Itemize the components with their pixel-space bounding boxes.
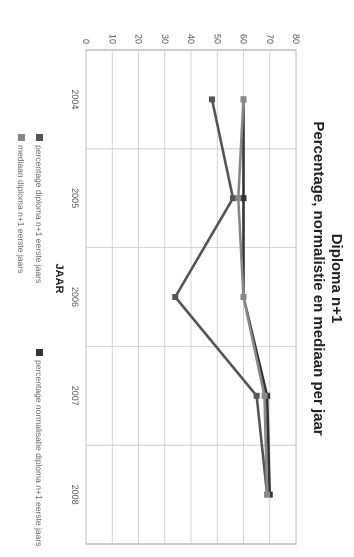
x-axis-label: JAAR xyxy=(53,264,65,294)
x-tick-label: 2005 xyxy=(70,188,80,208)
y-tick-label: 40 xyxy=(186,34,196,44)
series-point xyxy=(172,294,179,300)
series-point xyxy=(264,491,271,498)
series-point xyxy=(240,294,247,300)
y-tick-label: 30 xyxy=(160,34,170,44)
y-tick-label: 20 xyxy=(134,34,144,44)
x-tick-label: 2007 xyxy=(70,386,80,406)
legend-swatch xyxy=(36,134,43,141)
x-tick-label: 2008 xyxy=(70,485,80,505)
series-point xyxy=(240,195,247,202)
y-tick-label: 60 xyxy=(239,34,249,44)
legend-label: percentage diploma n+1 eerste jaars xyxy=(34,145,44,283)
series-point xyxy=(235,195,242,202)
legend: percentage diploma n+1 eerste jaars perce… xyxy=(16,134,44,546)
series-point xyxy=(209,96,215,103)
legend-swatch xyxy=(18,134,25,141)
y-tick-label: 0 xyxy=(81,39,91,44)
series-point xyxy=(253,392,260,399)
legend-label: mediaan diploma n+1 eerste jaars xyxy=(16,145,26,273)
series-point xyxy=(230,195,236,202)
series-point xyxy=(240,96,247,103)
series-point xyxy=(261,392,268,399)
y-tick-label: 70 xyxy=(265,34,275,44)
legend-label: percentage normalisatie diploma n+1 eers… xyxy=(34,360,44,546)
x-tick-label: 2004 xyxy=(70,89,80,109)
plot-area: 0 10 20 30 40 50 60 70 80 2004 2005 2006 2007 2008 xyxy=(70,34,301,545)
y-tick-label: 80 xyxy=(291,34,301,44)
y-tick-label: 10 xyxy=(107,34,117,44)
chart-subtitle: Percentage, normalistie en mediaan per j… xyxy=(310,121,327,435)
chart-title: Diploma n+1 xyxy=(328,234,345,324)
x-tick-label: 2006 xyxy=(70,287,80,307)
y-tick-label: 50 xyxy=(212,34,222,44)
legend-swatch xyxy=(36,349,43,356)
